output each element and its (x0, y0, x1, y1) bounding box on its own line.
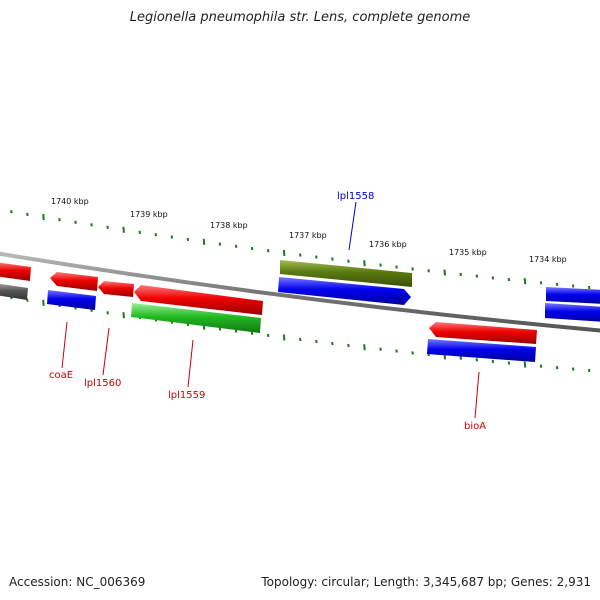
outer-ring-tick (170, 235, 174, 239)
gene-lpl1559-forward[interactable] (134, 285, 263, 315)
outer-ring-tick (202, 238, 206, 245)
gene-lpl1559-reverse[interactable] (131, 303, 261, 333)
inner-ring-tick (475, 358, 479, 362)
gene-label-lpl1558: lpl1558 (337, 191, 374, 202)
gene-coaE-reverse[interactable] (47, 290, 96, 310)
outer-ring-tick (218, 242, 222, 246)
outer-ring-tick (250, 246, 254, 251)
gene-lpl1560[interactable] (98, 281, 134, 297)
inner-ring-tick (331, 341, 334, 346)
inner-ring-tick (315, 339, 318, 344)
inner-ring-tick (42, 299, 45, 306)
inner-ring-tick (299, 337, 302, 342)
leader-lpl1560 (102, 327, 110, 376)
scale-label-1738: 1738 kbp (210, 221, 248, 230)
inner-ring-tick (250, 331, 254, 335)
inner-ring-tick (122, 312, 125, 319)
figure-title: Legionella pneumophila str. Lens, comple… (129, 10, 471, 25)
inner-ring-tick (459, 356, 462, 360)
outer-ring-tick (282, 249, 286, 256)
gene-bioA-reverse[interactable] (427, 339, 536, 362)
gene-blue-right-edge-forward[interactable] (546, 287, 600, 304)
outer-ring-tick (395, 265, 398, 269)
inner-ring-tick (507, 361, 511, 365)
outer-ring-tick (74, 220, 77, 224)
gene-red-left-edge[interactable] (0, 262, 31, 281)
outer-ring-tick (363, 260, 366, 267)
outer-ring-tick (443, 269, 446, 276)
gene-bioA-forward[interactable] (429, 322, 537, 344)
outer-tick-ring (10, 210, 591, 290)
inner-ring-tick (411, 351, 414, 355)
genome-summary-text: Topology: circular; Length: 3,345,687 bp… (261, 575, 591, 589)
gene-label-bioA: bioA (464, 421, 486, 432)
outer-ring-tick (555, 282, 559, 287)
accession-text: Accession: NC_006369 (9, 575, 146, 589)
inner-ring-tick (266, 333, 270, 338)
outer-ring-tick (507, 277, 511, 282)
leader-coaE (61, 321, 68, 369)
inner-ring-tick (106, 311, 109, 315)
outer-ring-tick (10, 210, 13, 214)
inner-ring-tick (539, 364, 543, 368)
scale-label-1736: 1736 kbp (369, 240, 407, 249)
outer-ring-tick (379, 263, 382, 267)
outer-ring-tick (475, 274, 479, 278)
gene-lpl1558-forward[interactable] (280, 260, 412, 287)
scale-label-1739: 1739 kbp (130, 210, 168, 219)
outer-ring-tick (42, 214, 45, 221)
outer-ring-tick (186, 237, 190, 242)
outer-ring-tick (539, 281, 543, 285)
outer-ring-tick (122, 226, 125, 233)
outer-ring-tick (331, 257, 334, 261)
inner-ring-tick (395, 349, 398, 353)
outer-ring-tick (299, 253, 302, 257)
inner-ring-tick (363, 344, 366, 351)
gene-coaE[interactable] (50, 272, 98, 291)
outer-ring-tick (587, 285, 591, 290)
gene-label-lpl1559: lpl1559 (168, 390, 205, 401)
outer-ring-tick (154, 233, 157, 237)
outer-ring-tick (90, 223, 93, 227)
inner-ring-tick (347, 343, 350, 348)
inner-ring-tick (587, 368, 591, 373)
inner-ring-tick (491, 359, 495, 364)
outer-ring-tick (315, 255, 318, 259)
gene-label-coaE: coaE (49, 370, 73, 381)
outer-ring-tick (106, 225, 109, 229)
outer-ring-tick (571, 284, 575, 288)
outer-ring-tick (234, 244, 238, 248)
outer-ring-tick (491, 276, 495, 280)
leader-bioA (474, 371, 480, 419)
inner-ring-tick (282, 334, 286, 341)
inner-ring-tick (571, 367, 575, 371)
outer-ring-tick (138, 230, 141, 234)
inner-ring-tick (26, 298, 29, 302)
gene-lpl1558-reverse[interactable] (278, 277, 411, 305)
leader-lpl1558 (348, 201, 357, 251)
leader-lpl1559 (187, 339, 194, 388)
genome-backbone (0, 251, 600, 333)
outer-ring-tick (523, 278, 527, 285)
outer-ring-tick (459, 272, 462, 277)
outer-ring-tick (347, 259, 350, 263)
outer-ring-tick (26, 212, 29, 217)
scale-label-1734: 1734 kbp (529, 255, 567, 264)
gene-blue-right-edge-reverse[interactable] (545, 303, 600, 322)
outer-ring-tick (411, 267, 414, 271)
outer-ring-tick (266, 249, 270, 253)
inner-ring-tick (555, 366, 559, 370)
inner-ring-tick (379, 347, 382, 351)
outer-ring-tick (58, 218, 61, 222)
scale-label-1735: 1735 kbp (449, 248, 487, 257)
outer-ring-tick (427, 269, 430, 273)
gene-label-lpl1560: lpl1560 (84, 378, 121, 389)
gene-gray-left-edge[interactable] (0, 283, 28, 300)
inner-ring-tick (234, 329, 238, 333)
scale-label-1740: 1740 kbp (51, 197, 89, 206)
scale-label-1737: 1737 kbp (289, 231, 327, 240)
inner-ring-tick (523, 361, 527, 368)
